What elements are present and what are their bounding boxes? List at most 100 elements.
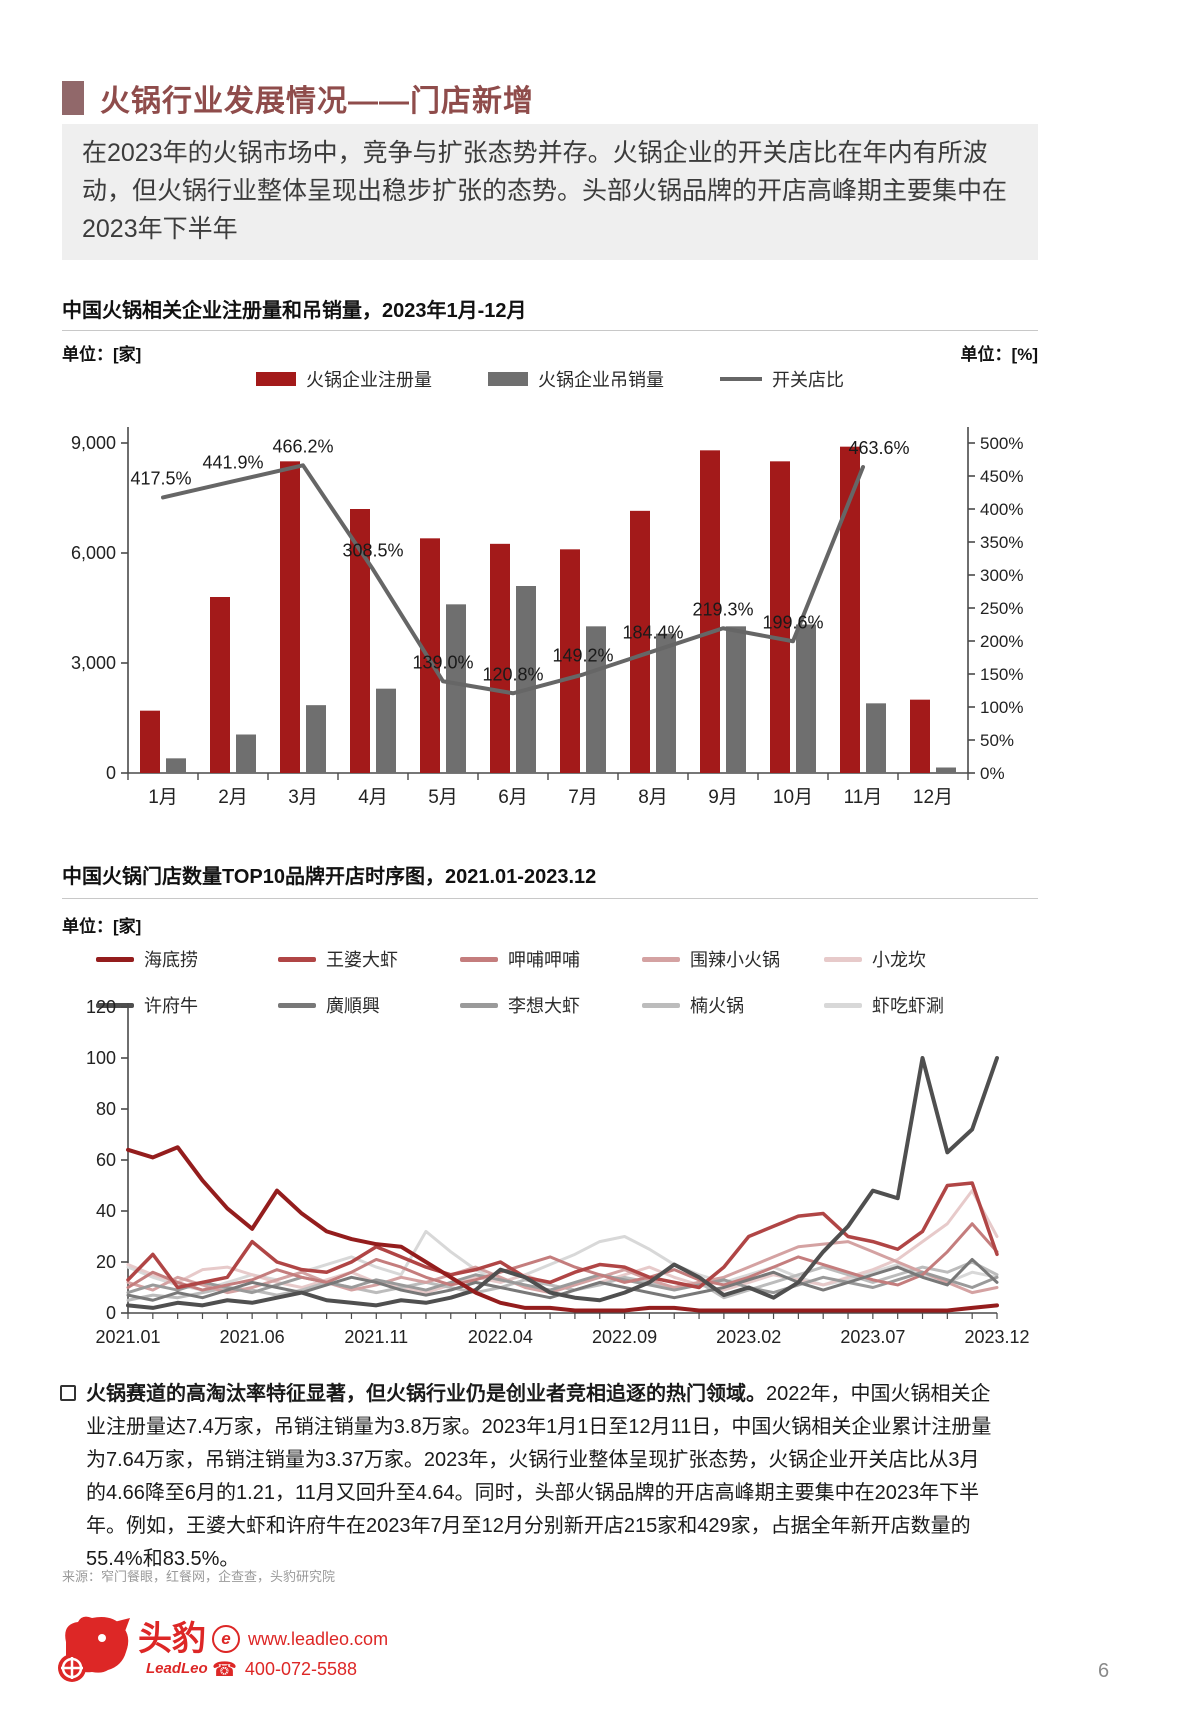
line-swatch-icon xyxy=(96,1002,134,1008)
legend-label: 海底捞 xyxy=(144,950,198,970)
line-swatch-icon xyxy=(96,956,134,962)
legend2-item-2: 呷哺呷哺 xyxy=(460,946,642,972)
svg-text:6月: 6月 xyxy=(498,787,528,808)
legend-label: 小龙坎 xyxy=(872,950,926,970)
brand-subname: LeadLeo xyxy=(146,1660,208,1677)
svg-text:2022.04: 2022.04 xyxy=(468,1327,533,1347)
brand-line-1 xyxy=(126,1181,999,1290)
svg-text:11月: 11月 xyxy=(844,787,883,808)
chart1-unit-left: 单位：[家] xyxy=(62,345,142,364)
svg-text:9月: 9月 xyxy=(708,787,738,808)
section-header: 火锅行业发展情况——门店新增 xyxy=(62,76,534,120)
bars-series-0 xyxy=(140,446,930,773)
legend-label: 楠火锅 xyxy=(690,996,744,1016)
brand-line-0 xyxy=(126,1145,999,1313)
line-swatch-icon xyxy=(642,1002,680,1008)
website-url: www.leadleo.com xyxy=(248,1628,389,1649)
svg-text:3月: 3月 xyxy=(288,787,318,808)
line-swatch-icon xyxy=(824,956,862,962)
title-accent-square xyxy=(62,81,84,115)
chart1-legend: 火锅企业注册量 火锅企业吊销量 开关店比 xyxy=(62,366,1038,392)
svg-text:2022.09: 2022.09 xyxy=(592,1327,657,1347)
brand-line-3 xyxy=(126,1240,999,1295)
svg-text:500%: 500% xyxy=(980,434,1023,453)
legend-label: 火锅企业注册量 xyxy=(306,370,432,390)
chart1-divider xyxy=(62,330,1038,331)
svg-text:9,000: 9,000 xyxy=(71,433,116,453)
chart2-legend: 海底捞 王婆大虾 呷哺呷哺 围辣小火锅 小龙坎许府牛 廣順興 李想大虾 楠火锅 虾吃虾涮 xyxy=(96,946,1006,1018)
line-swatch-icon xyxy=(720,377,762,381)
chart1-plot: 0 3,000 6,000 9,000 0% 50% 100% 150% 200% 250% 300… xyxy=(71,427,1023,808)
svg-text:199.6%: 199.6% xyxy=(762,612,823,632)
bar-swatch-icon xyxy=(488,372,528,386)
legend-item-1: 火锅企业吊销量 xyxy=(488,366,664,392)
svg-text:0: 0 xyxy=(106,763,116,783)
svg-text:2021.01: 2021.01 xyxy=(95,1327,160,1347)
line-swatch-icon xyxy=(278,1002,316,1008)
ratio-line xyxy=(161,463,865,696)
leadleo-logo-icon xyxy=(52,1612,134,1695)
legend2-item-7: 李想大虾 xyxy=(460,992,642,1018)
svg-text:400%: 400% xyxy=(980,500,1023,519)
contact-block: e www.leadleo.com ☎ 400-072-5588 xyxy=(212,1624,388,1684)
page-number: 6 xyxy=(1098,1660,1110,1682)
svg-text:40: 40 xyxy=(96,1201,116,1221)
svg-text:2月: 2月 xyxy=(218,787,248,808)
website-globe-icon: e xyxy=(212,1625,240,1653)
legend-label: 围辣小火锅 xyxy=(690,950,780,970)
legend2-item-4: 小龙坎 xyxy=(824,946,1006,972)
line-swatch-icon xyxy=(642,956,680,962)
bullet-square-icon xyxy=(60,1385,76,1401)
svg-text:139.0%: 139.0% xyxy=(412,652,473,672)
svg-text:466.2%: 466.2% xyxy=(272,436,333,456)
svg-text:120: 120 xyxy=(86,997,116,1017)
chart1-title: 中国火锅相关企业注册量和吊销量，2023年1月-12月 xyxy=(62,300,527,322)
svg-text:184.4%: 184.4% xyxy=(622,622,683,642)
legend-label: 火锅企业吊销量 xyxy=(538,370,664,390)
svg-text:60: 60 xyxy=(96,1150,116,1170)
legend-label: 廣順興 xyxy=(326,996,380,1016)
svg-text:463.6%: 463.6% xyxy=(848,438,909,458)
legend2-item-1: 王婆大虾 xyxy=(278,946,460,972)
chart1-unit-row: 单位：[家] 单位：[%] xyxy=(62,340,1038,365)
brand-line-9 xyxy=(126,1229,999,1292)
svg-text:50%: 50% xyxy=(980,731,1014,750)
svg-text:100: 100 xyxy=(86,1048,116,1068)
svg-text:219.3%: 219.3% xyxy=(692,599,753,619)
registration-revocation-chart: 0 3,000 6,000 9,000 0% 50% 100% 150% 200% 250% 300… xyxy=(71,427,1023,808)
legend2-item-9: 虾吃虾涮 xyxy=(824,992,1006,1018)
chart2-unit-row: 单位：[家] xyxy=(62,912,1038,937)
svg-text:2021.06: 2021.06 xyxy=(220,1327,285,1347)
svg-text:7月: 7月 xyxy=(568,787,598,808)
bars-series-1 xyxy=(166,586,956,773)
chart2-plot: 0 20 40 60 80 100 120 2021.01 2021.06 2021.11 2022… xyxy=(86,997,1030,1347)
analysis-paragraph: 火锅赛道的高淘汰率特征显著，但火锅行业仍是创业者竞相追逐的热门领域。2022年，… xyxy=(60,1378,998,1576)
legend2-item-5: 许府牛 xyxy=(96,992,278,1018)
svg-text:100%: 100% xyxy=(980,698,1023,717)
legend2-item-0: 海底捞 xyxy=(96,946,278,972)
legend-label: 王婆大虾 xyxy=(326,950,398,970)
svg-text:2023.07: 2023.07 xyxy=(840,1327,905,1347)
svg-text:4月: 4月 xyxy=(358,787,388,808)
legend-label: 开关店比 xyxy=(772,370,844,390)
brand-name: 头豹 xyxy=(138,1620,206,1658)
brand-line-5 xyxy=(126,1056,999,1310)
phone-number: 400-072-5588 xyxy=(244,1658,358,1679)
svg-text:0%: 0% xyxy=(980,764,1005,783)
source-note: 来源：窄门餐眼，红餐网，企查查，头豹研究院 xyxy=(62,1569,336,1584)
legend-label: 李想大虾 xyxy=(508,996,580,1016)
analysis-body: 2022年，中国火锅相关企业注册量达7.4万家，吊销注销量为3.8万家。2023… xyxy=(86,1383,992,1570)
chart2-divider xyxy=(62,898,1038,899)
brand-block: 头豹 LeadLeo xyxy=(138,1622,208,1677)
svg-text:1月: 1月 xyxy=(148,787,178,808)
svg-text:300%: 300% xyxy=(980,566,1023,585)
line-swatch-icon xyxy=(460,1002,498,1008)
page-title: 火锅行业发展情况——门店新增 xyxy=(100,85,534,118)
svg-text:441.9%: 441.9% xyxy=(202,452,263,472)
svg-text:6,000: 6,000 xyxy=(71,543,116,563)
chart2-unit-left: 单位：[家] xyxy=(62,917,142,936)
bar-swatch-icon xyxy=(256,372,296,386)
legend2-item-8: 楠火锅 xyxy=(642,992,824,1018)
svg-text:150%: 150% xyxy=(980,665,1023,684)
svg-text:2023.02: 2023.02 xyxy=(716,1327,781,1347)
